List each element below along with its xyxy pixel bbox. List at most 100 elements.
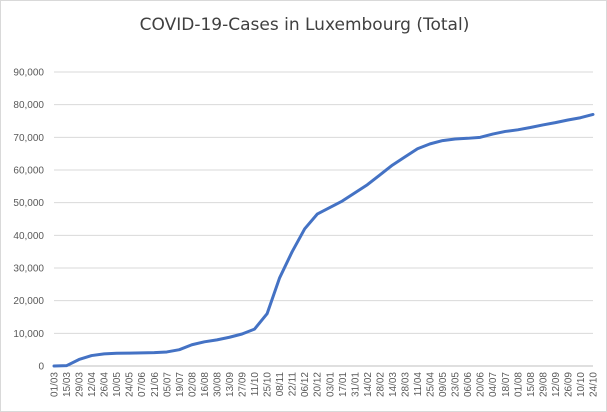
y-tick-label: 10,000 bbox=[13, 329, 44, 340]
data-point bbox=[416, 147, 419, 150]
y-tick-label: 70,000 bbox=[13, 133, 44, 144]
x-tick-label: 24/10 bbox=[589, 372, 600, 397]
data-point bbox=[391, 164, 394, 166]
x-tick-label: 08/11 bbox=[275, 372, 286, 397]
x-tick-label: 25/10 bbox=[263, 372, 274, 397]
x-tick-label: 20/12 bbox=[313, 372, 324, 397]
x-tick-label: 10/05 bbox=[112, 372, 123, 397]
x-tick-label: 11/10 bbox=[250, 372, 261, 397]
data-point bbox=[103, 353, 105, 355]
data-point bbox=[166, 351, 168, 353]
data-point bbox=[554, 121, 557, 124]
x-tick-label: 14/02 bbox=[363, 372, 374, 397]
y-tick-label: 50,000 bbox=[13, 198, 44, 209]
x-tick-label: 27/09 bbox=[238, 372, 249, 397]
x-tick-label: 19/07 bbox=[175, 372, 186, 397]
data-point bbox=[128, 352, 131, 354]
x-tick-label: 11/04 bbox=[413, 372, 424, 397]
x-tick-label: 30/08 bbox=[212, 372, 223, 397]
y-tick-label: 60,000 bbox=[13, 166, 44, 177]
data-point bbox=[516, 129, 519, 131]
data-point bbox=[266, 312, 268, 315]
x-tick-label: 15/03 bbox=[62, 372, 73, 397]
data-point bbox=[379, 174, 381, 176]
x-tick-label: 28/02 bbox=[375, 372, 386, 397]
data-point bbox=[278, 277, 281, 279]
y-tick-label: 0 bbox=[38, 362, 44, 373]
x-tick-label: 15/08 bbox=[526, 372, 537, 397]
data-point bbox=[366, 183, 369, 186]
data-point bbox=[90, 354, 93, 357]
data-point bbox=[203, 341, 206, 343]
x-tick-label: 26/04 bbox=[100, 372, 111, 397]
x-tick-label: 18/07 bbox=[501, 372, 512, 397]
data-point bbox=[65, 364, 68, 367]
x-tick-label: 01/03 bbox=[50, 372, 61, 397]
x-tick-label: 28/03 bbox=[400, 372, 411, 397]
x-tick-label: 07/06 bbox=[137, 372, 148, 397]
x-tick-label: 05/07 bbox=[162, 372, 173, 397]
x-tick-label: 10/10 bbox=[576, 372, 587, 397]
x-tick-label: 09/05 bbox=[438, 372, 449, 397]
x-tick-label: 03/01 bbox=[325, 372, 336, 397]
data-point bbox=[479, 136, 481, 139]
data-point bbox=[504, 130, 507, 133]
x-tick-label: 01/08 bbox=[513, 372, 524, 397]
data-point bbox=[303, 228, 306, 230]
x-tick-label: 22/11 bbox=[288, 372, 299, 397]
data-point bbox=[404, 156, 406, 158]
x-axis-tick-labels: 01/03 15/03 29/03 12/04 26/04 10/05 24/05 07/06… bbox=[50, 372, 600, 397]
data-point bbox=[178, 348, 181, 351]
x-tick-label: 06/06 bbox=[463, 372, 474, 397]
x-tick-label: 06/12 bbox=[300, 372, 311, 397]
x-tick-label: 29/03 bbox=[75, 372, 86, 397]
y-tick-label: 90,000 bbox=[13, 68, 44, 79]
y-tick-label: 40,000 bbox=[13, 231, 44, 242]
data-point bbox=[542, 124, 544, 126]
gridlines bbox=[54, 71, 593, 367]
series-layer bbox=[52, 112, 595, 368]
x-tick-label: 02/08 bbox=[187, 372, 198, 397]
y-tick-label: 30,000 bbox=[13, 264, 44, 275]
data-point bbox=[529, 126, 532, 129]
x-tick-label: 29/08 bbox=[538, 372, 549, 397]
x-tick-label: 12/09 bbox=[551, 372, 562, 397]
data-point bbox=[241, 333, 243, 335]
x-tick-label: 26/09 bbox=[563, 372, 574, 397]
y-tick-label: 20,000 bbox=[13, 296, 44, 307]
data-point bbox=[53, 365, 55, 367]
data-point bbox=[354, 192, 356, 194]
x-tick-label: 12/04 bbox=[87, 372, 98, 397]
data-point bbox=[592, 113, 594, 116]
data-point bbox=[567, 119, 569, 121]
x-tick-label: 13/09 bbox=[225, 372, 236, 397]
x-tick-label: 25/04 bbox=[426, 372, 437, 397]
data-point bbox=[291, 250, 293, 253]
y-tick-label: 80,000 bbox=[13, 100, 44, 111]
data-point bbox=[441, 139, 444, 142]
x-tick-label: 20/06 bbox=[476, 372, 487, 397]
x-tick-label: 14/03 bbox=[388, 372, 399, 397]
series-line bbox=[52, 112, 595, 368]
data-point bbox=[191, 343, 193, 346]
y-axis-tick-labels: 0 10,000 20,000 30,000 40,000 50,000 60,000 70,… bbox=[13, 68, 44, 373]
data-point bbox=[454, 138, 456, 140]
data-point bbox=[429, 143, 431, 145]
x-tick-label: 24/05 bbox=[125, 372, 136, 397]
data-point bbox=[153, 351, 156, 354]
chart-title: COVID-19-Cases in Luxembourg (Total) bbox=[139, 15, 470, 35]
data-point bbox=[115, 352, 118, 355]
data-point bbox=[140, 352, 143, 354]
x-tick-label: 31/01 bbox=[350, 372, 361, 397]
data-point bbox=[316, 213, 319, 215]
data-point bbox=[466, 137, 469, 140]
data-point bbox=[216, 339, 218, 341]
data-point bbox=[253, 328, 256, 330]
x-tick-label: 23/05 bbox=[451, 372, 462, 397]
data-point bbox=[78, 358, 80, 361]
data-point bbox=[579, 116, 582, 119]
data-point bbox=[341, 200, 344, 202]
x-tick-label: 21/06 bbox=[150, 372, 161, 397]
data-point bbox=[228, 336, 231, 339]
